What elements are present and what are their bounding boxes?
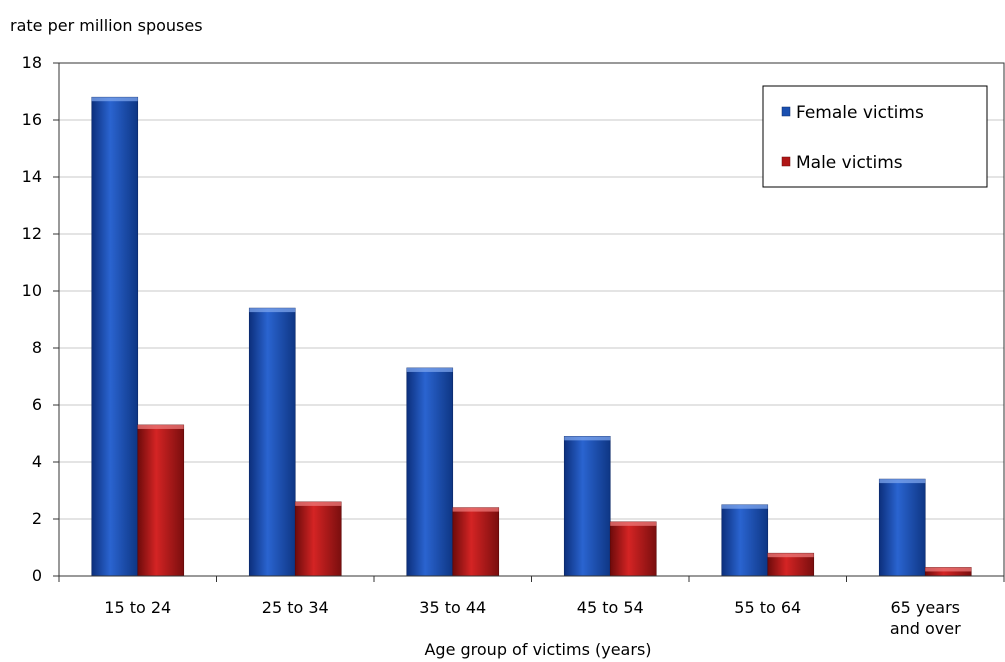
bar-top-highlight [91, 97, 138, 102]
bar-top-highlight [925, 567, 972, 572]
bar-top-highlight [249, 308, 296, 313]
y-tick-label: 8 [32, 338, 42, 357]
bar-female [563, 436, 611, 577]
y-tick-label: 4 [32, 452, 42, 471]
x-tick-label: and over [890, 619, 961, 638]
bar-top-highlight [452, 507, 499, 512]
x-tick-label: 55 to 64 [734, 598, 801, 617]
x-tick-label: 15 to 24 [104, 598, 171, 617]
y-tick-label: 0 [32, 566, 42, 585]
bar-top-highlight [721, 504, 768, 509]
y-tick-label: 6 [32, 395, 42, 414]
x-tick-label: 45 to 54 [577, 598, 644, 617]
x-tick-label: 65 years [891, 598, 960, 617]
y-axis-label: rate per million spouses [10, 16, 203, 35]
x-tick-label: 25 to 34 [262, 598, 329, 617]
y-tick-label: 16 [22, 110, 42, 129]
legend-swatch-female [781, 106, 791, 117]
bar-male [137, 424, 185, 577]
bar-top-highlight [295, 501, 342, 506]
gridlines [59, 119, 1004, 520]
y-tick-label: 18 [22, 53, 42, 72]
y-tick-label: 2 [32, 509, 42, 528]
legend-label-female: Female victims [796, 103, 924, 123]
bar-top-highlight [767, 553, 814, 558]
bar-top-highlight [137, 424, 184, 429]
bars [91, 96, 972, 577]
y-tick-label: 14 [22, 167, 42, 186]
legend: Female victims Male victims [762, 85, 988, 188]
bar-top-highlight [879, 479, 926, 484]
x-axis-label: Age group of victims (years) [424, 640, 651, 659]
bar-male [609, 521, 657, 577]
bar-female [248, 307, 296, 577]
x-axis-ticks: 15 to 24 25 to 34 35 to 44 45 to 54 55 to 64… [58, 576, 1005, 638]
bar-female [91, 96, 139, 577]
x-tick-label: 35 to 44 [419, 598, 486, 617]
bar-female [721, 504, 769, 577]
bar-top-highlight [610, 521, 657, 526]
bar-female [406, 367, 454, 577]
legend-swatch-male [781, 156, 791, 167]
bar-male [294, 501, 342, 577]
legend-label-male: Male victims [796, 153, 903, 173]
y-tick-label: 12 [22, 224, 42, 243]
y-tick-label: 10 [22, 281, 42, 300]
y-axis-ticks: 0 2 4 6 8 10 12 14 16 18 [22, 53, 59, 585]
bar-top-highlight [564, 436, 611, 441]
bar-female [878, 478, 926, 577]
legend-box [762, 85, 988, 188]
bar-male [452, 507, 500, 577]
bar-top-highlight [406, 367, 453, 372]
